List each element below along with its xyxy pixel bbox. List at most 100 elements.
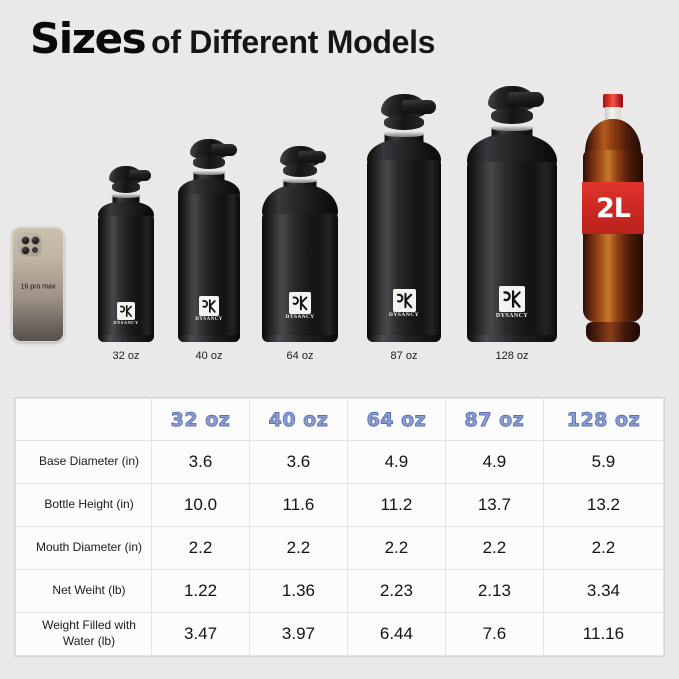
cell-bottle-height-128oz: 13.2 [542,483,665,527]
bottle-64oz: DYSANCY [258,144,342,342]
cell-weight-filled-128oz: 11.16 [542,612,665,656]
bottle-128oz: DYSANCY [462,84,562,342]
bottle-body [98,216,154,342]
soda-volume-text: 2L [596,192,631,224]
bottle-body [262,214,338,342]
flash-icon [32,247,38,253]
brand-name: DYSANCY [388,312,420,319]
showcase-item-bottle-87oz: DYSANCY 87 oz [358,92,450,362]
showcase-item-soda-bottle: 2L [582,94,644,342]
cell-mouth-diameter-87oz: 2.2 [444,526,544,570]
showcase-item-bottle-128oz: DYSANCY 128 oz [462,84,562,362]
column-header-32oz: 32 oz [151,398,250,441]
bottle-cap [95,164,157,198]
cell-net-weight-87oz: 2.13 [444,569,544,613]
cell-net-weight-40oz: 1.36 [248,569,348,613]
table-corner-cell [15,398,152,441]
showcase-item-bottle-32oz: DYSANCY 32 oz [95,164,157,362]
brand-logo: DYSANCY [103,301,149,326]
soda-body [583,150,643,322]
dysancy-logo-icon [499,285,525,312]
specifications-table: 32 oz 40 oz 64 oz 87 oz 128 oz Base Diam… [15,398,665,656]
brand-logo: DYSANCY [273,292,327,322]
cell-bottle-height-32oz: 10.0 [151,483,250,527]
soda-label: 2L [582,182,644,234]
bottle-body [467,162,557,342]
brand-name: DYSANCY [113,319,139,325]
row-label-bottle-height: Bottle Height (in) [15,483,152,527]
bottle-size-label: 128 oz [495,350,529,362]
brand-logo: DYSANCY [184,296,234,323]
soda-cap [603,94,623,108]
row-label-weight-filled: Weight Filled with Water (lb) [15,612,152,656]
dysancy-logo-icon [117,301,135,320]
bottle-neck-ring [383,131,425,137]
showcase-item-bottle-64oz: DYSANCY 64 oz [258,144,342,362]
bottle-cap [358,92,450,136]
bottle-size-label: 40 oz [195,350,223,362]
bottle-size-label: 32 oz [112,350,140,362]
cell-mouth-diameter-128oz: 2.2 [542,526,665,570]
cell-net-weight-128oz: 3.34 [542,569,665,613]
table-row: Weight Filled with Water (lb) 3.47 3.97 … [15,612,665,656]
cell-base-diameter-87oz: 4.9 [444,440,544,484]
showcase-item-phone: 16 pro max [12,227,64,342]
table-row: Mouth Diameter (in) 2.2 2.2 2.2 2.2 2.2 [15,526,665,570]
page-title: Sizes of Different Models [30,18,435,60]
bottle-neck-ring [282,178,318,183]
showcase-item-bottle-40oz: DYSANCY 40 oz [175,137,243,362]
camera-lens-icon [21,236,30,245]
table-row: Net Weiht (lb) 1.22 1.36 2.23 2.13 3.34 [15,569,665,613]
cell-net-weight-32oz: 1.22 [151,569,250,613]
bottle-cap [258,144,342,182]
camera-module-icon [18,233,42,257]
row-label-net-weight: Net Weiht (lb) [15,569,152,613]
cell-mouth-diameter-40oz: 2.2 [248,526,348,570]
column-header-64oz: 64 oz [346,398,446,441]
title-secondary: of Different Models [151,24,436,60]
bottle-40oz: DYSANCY [175,137,243,342]
cell-weight-filled-40oz: 3.97 [248,612,348,656]
bottle-body [178,194,240,342]
bottle-87oz: DYSANCY [358,92,450,342]
brand-logo: DYSANCY [376,289,432,320]
column-header-87oz: 87 oz [444,398,544,441]
bottle-neck-ring [111,193,141,198]
soda-neck [605,107,621,121]
cell-weight-filled-87oz: 7.6 [444,612,544,656]
cell-bottle-height-40oz: 11.6 [248,483,348,527]
bottle-size-label: 64 oz [286,350,314,362]
table-row: Base Diameter (in) 3.6 3.6 4.9 4.9 5.9 [15,440,665,484]
bottle-cap [462,84,562,130]
dysancy-logo-icon [199,296,219,316]
table-row: Bottle Height (in) 10.0 11.6 11.2 13.7 1… [15,483,665,527]
product-showcase: 16 pro max DYSANCY 32 oz [0,80,679,380]
bottle-neck-ring [490,125,534,131]
cell-base-diameter-64oz: 4.9 [346,440,446,484]
brand-logo: DYSANCY [481,285,543,320]
title-primary: Sizes [30,14,147,63]
brand-name: DYSANCY [495,312,529,319]
soda-base [586,322,640,342]
cell-weight-filled-32oz: 3.47 [151,612,250,656]
row-label-mouth-diameter: Mouth Diameter (in) [15,526,152,570]
brand-name: DYSANCY [285,314,315,321]
soda-bottle-2l: 2L [582,94,644,342]
table-header-row: 32 oz 40 oz 64 oz 87 oz 128 oz [15,398,665,441]
camera-lens-icon [21,246,30,255]
brand-name: DYSANCY [195,317,223,322]
bottle-cap [175,137,243,175]
cell-mouth-diameter-64oz: 2.2 [346,526,446,570]
cell-bottle-height-87oz: 13.7 [444,483,544,527]
cell-mouth-diameter-32oz: 2.2 [151,526,250,570]
column-header-40oz: 40 oz [248,398,348,441]
phone-model-label: 16 pro max [20,283,56,291]
bottle-size-label: 87 oz [390,350,418,362]
camera-lens-icon [31,236,40,245]
cell-base-diameter-32oz: 3.6 [151,440,250,484]
row-label-base-diameter: Base Diameter (in) [15,440,152,484]
dysancy-logo-icon [289,292,311,315]
cell-base-diameter-40oz: 3.6 [248,440,348,484]
cell-net-weight-64oz: 2.23 [346,569,446,613]
bottle-neck-ring [192,170,226,175]
